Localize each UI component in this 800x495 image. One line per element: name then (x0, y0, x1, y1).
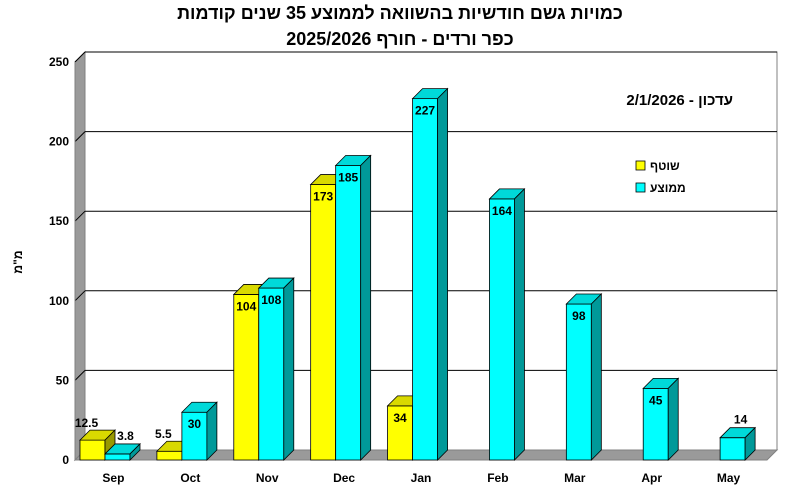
data-label: 5.5 (155, 427, 172, 441)
legend: שוטף ממוצע (628, 151, 692, 197)
bar-average-dec (335, 165, 362, 461)
bar-side (667, 377, 679, 461)
gridline-depth (74, 210, 86, 222)
bar-side (283, 277, 295, 461)
bar-average-oct (181, 411, 208, 461)
data-label: 104 (236, 299, 256, 313)
y-tick-label: 150 (49, 214, 69, 228)
plot-area: 0 50 100 150 200 250 Sep 12.5 3.8 Oct 5.5 30 Nov 104 1… (49, 50, 779, 485)
bar-side (514, 187, 525, 461)
x-tick-label: Jan (411, 471, 432, 485)
update-note: עדכון - 2/1/2026 (626, 92, 733, 109)
data-label: 3.8 (117, 429, 134, 443)
y-tick-label: 50 (56, 373, 70, 387)
legend-entry: ממוצע (650, 181, 686, 195)
side-wall (74, 50, 86, 462)
legend-entry: שוטף (650, 159, 680, 173)
y-tick-label: 200 (49, 135, 69, 149)
x-tick-label: Dec (333, 471, 355, 485)
bar-average-feb (489, 198, 515, 461)
data-label: 45 (649, 393, 663, 407)
bar-side (206, 401, 218, 461)
data-label: 227 (415, 104, 435, 118)
data-label: 173 (313, 190, 333, 204)
data-label: 108 (261, 293, 281, 307)
bar-average-jan (412, 98, 438, 461)
x-tick-label: Sep (102, 471, 124, 485)
bar-average-apr (642, 387, 669, 461)
chart-title: כמויות גשם חודשיות בהשוואה לממוצע 35 שני… (177, 3, 623, 23)
data-label: 164 (492, 204, 512, 218)
gridline-depth (74, 131, 86, 142)
legend-swatch (635, 182, 646, 193)
bar-current-sep (79, 439, 106, 461)
bar-side (590, 293, 602, 461)
bar-average-may (719, 437, 746, 461)
bar-current-nov (233, 294, 260, 461)
x-tick-label: Feb (487, 471, 508, 485)
bar-current-jan (387, 405, 413, 461)
bar-current-oct (156, 450, 183, 461)
gridline-depth (74, 51, 86, 63)
data-label: 12.5 (75, 416, 99, 430)
x-tick-label: Mar (564, 471, 586, 485)
data-label: 98 (572, 309, 586, 323)
bar-average-mar (565, 303, 592, 461)
x-tick-label: Nov (256, 471, 279, 485)
x-tick-label: Apr (641, 471, 662, 485)
y-axis-label: מ"מ (11, 250, 25, 273)
data-label: 34 (393, 411, 407, 425)
data-label: 185 (338, 170, 358, 184)
chart-subtitle: כפר ורדים - חורף 2025/2026 (286, 29, 514, 49)
bar-side (744, 426, 756, 461)
gridline-depth (74, 290, 86, 302)
x-tick-label: May (717, 471, 741, 485)
bar-side (360, 154, 372, 461)
bar-side (129, 442, 141, 461)
data-label: 14 (734, 413, 748, 427)
y-tick-label: 0 (62, 453, 69, 467)
y-tick-label: 100 (49, 294, 69, 308)
legend-swatch (635, 160, 646, 171)
bar-side (437, 87, 448, 461)
x-tick-label: Oct (180, 471, 200, 485)
bar-average-sep (104, 453, 131, 461)
gridline-depth (74, 370, 86, 381)
bar-current-dec (310, 184, 337, 461)
bar-average-nov (258, 287, 285, 461)
y-tick-label: 250 (49, 55, 69, 69)
data-label: 30 (188, 417, 202, 431)
